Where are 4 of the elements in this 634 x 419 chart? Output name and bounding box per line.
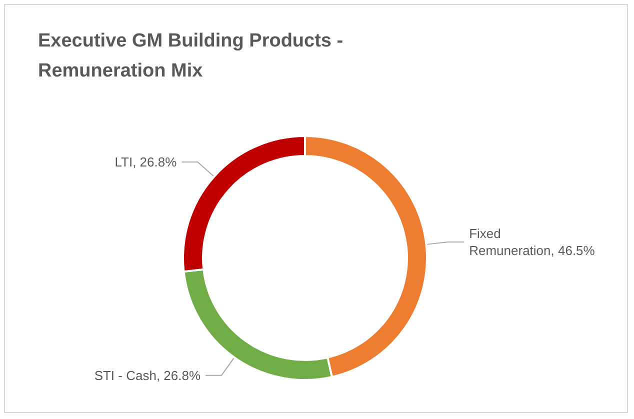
- slice-label: LTI, 26.8%: [114, 154, 178, 170]
- chart-title: Executive GM Building Products - Remuneration Mix: [38, 30, 348, 82]
- slice-label: Fixed Remuneration, 46.5%: [469, 226, 596, 258]
- slice-label: STI - Cash, 26.8%: [94, 368, 201, 383]
